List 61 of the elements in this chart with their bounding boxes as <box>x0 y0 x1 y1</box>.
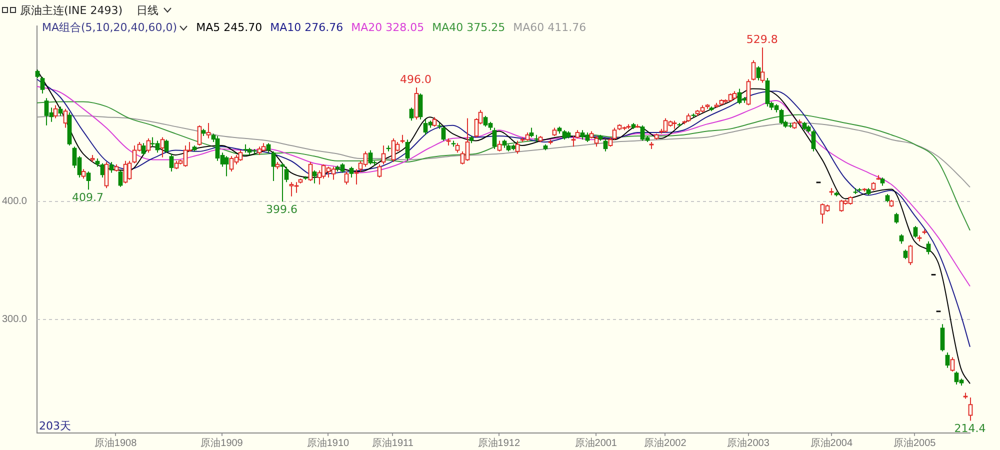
x-tick-label: 原油2005 <box>893 436 936 449</box>
y-tick-label: 300.0 <box>2 314 28 326</box>
text: MA40 375.25 <box>432 21 506 34</box>
candlestick <box>86 171 91 190</box>
x-tick-label: 原油1912 <box>478 436 520 449</box>
candlestick <box>169 153 174 172</box>
candlestick <box>164 139 169 154</box>
candlestick <box>899 234 904 244</box>
candlestick <box>945 352 950 368</box>
candlestick <box>562 130 567 140</box>
x-tick-label: 原油2004 <box>810 436 853 449</box>
annotation: 203天 <box>39 419 71 432</box>
annotation: 529.8 <box>746 32 778 46</box>
text: MA10 276.76 <box>270 21 344 34</box>
candlestick <box>571 136 576 148</box>
x-tick-label: 原油2001 <box>574 436 618 449</box>
text: MA60 411.76 <box>513 21 586 34</box>
candlestick <box>40 76 45 94</box>
x-tick-label: 原油1908 <box>94 436 138 449</box>
annotation: 409.7 <box>72 190 104 204</box>
annotation: 399.6 <box>266 202 298 216</box>
candlestick <box>913 225 918 238</box>
legend-title: MA组合(5,10,20,40,60,0) <box>42 20 178 35</box>
x-tick-label: 原油2002 <box>644 436 687 449</box>
candlestick <box>779 108 784 125</box>
candlestick <box>405 139 410 162</box>
candlestick <box>529 127 534 138</box>
candlestick <box>765 78 770 107</box>
candlestick <box>100 162 105 178</box>
candlestick <box>312 170 317 184</box>
candlestick <box>224 156 229 177</box>
line-series <box>36 101 970 231</box>
candlestick <box>926 240 931 255</box>
candlestick <box>940 324 945 352</box>
text: MA5 245.70 <box>196 21 262 34</box>
candlestick <box>903 249 908 260</box>
candlestick <box>118 170 123 188</box>
text: MA20 328.05 <box>351 21 424 34</box>
candlestick <box>756 66 761 81</box>
annotation: 496.0 <box>400 72 432 86</box>
y-tick-label: 400.0 <box>2 196 28 207</box>
candlestick <box>409 107 414 122</box>
chart-subtitle: 日线 <box>136 2 158 18</box>
chart-title: 原油主连(INE 2493) <box>20 2 122 18</box>
candlestick <box>811 130 816 152</box>
candlestick <box>418 92 423 120</box>
candlestick <box>368 150 373 165</box>
line-series <box>36 86 970 287</box>
candlestick <box>109 162 114 174</box>
candlestick <box>280 162 285 202</box>
x-tick-label: 原油1911 <box>372 436 414 449</box>
candlestick <box>271 150 276 182</box>
candlestick <box>894 212 899 224</box>
line-series <box>36 115 970 188</box>
annotation: 214.4 <box>954 422 986 436</box>
candlestick <box>492 127 497 150</box>
x-tick-label: 原油1909 <box>200 436 244 449</box>
candlestick <box>349 166 354 178</box>
x-tick-label: 原油1910 <box>306 436 350 449</box>
x-tick-label: 原油2003 <box>727 436 770 449</box>
candlestick <box>141 142 146 156</box>
